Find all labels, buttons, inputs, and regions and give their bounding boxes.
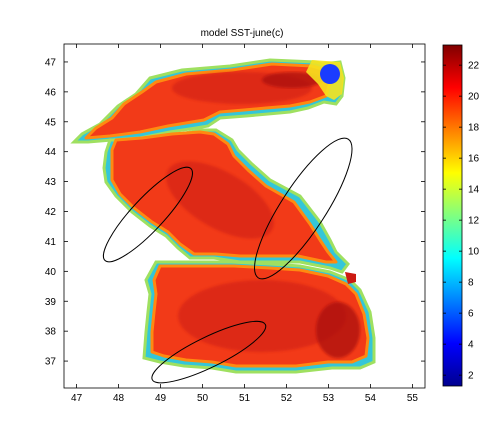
y-tick-label: 46 [45,87,57,98]
sea-surface-field [70,58,376,374]
y-tick-label: 41 [45,237,57,248]
kara-bogaz-inlet [345,272,356,284]
y-tick-label: 43 [45,177,57,188]
x-tick-label: 50 [197,393,209,404]
y-tick-label: 40 [45,267,57,278]
x-axis-ticks: 47 48 49 50 51 52 53 54 55 [71,44,418,404]
annotation-ellipses [102,137,353,384]
colorbar-tick-label: 6 [468,309,474,320]
x-tick-label: 52 [281,393,293,404]
colorbar-tick-label: 14 [468,185,480,196]
ellipse-east-coast [254,137,353,280]
colorbar-ticks: 2 4 6 8 10 12 14 16 18 20 22 [443,61,480,382]
colorbar [442,44,463,387]
colorbar-tick-label: 2 [468,371,474,382]
colorbar-tick-label: 16 [468,154,480,165]
colorbar-tick-label: 22 [468,61,480,72]
y-tick-label: 37 [45,357,57,368]
colorbar-tick-label: 10 [468,247,480,258]
colorbar-tick-label: 20 [468,92,480,103]
x-tick-label: 48 [113,393,125,404]
x-tick-label: 55 [407,393,419,404]
warm-patch-south [178,280,346,352]
hot-patch-southeast [316,302,360,358]
ellipse-west-coast [102,166,193,263]
y-tick-label: 45 [45,117,57,128]
colorbar-tick-label: 12 [468,216,480,227]
x-tick-label: 53 [323,393,335,404]
north-cold-core [320,64,340,84]
colorbar-tick-label: 4 [468,340,474,351]
y-tick-label: 42 [45,207,57,218]
y-tick-label: 47 [45,57,57,68]
y-axis-ticks: 37 38 39 40 41 42 43 44 45 46 47 [45,57,425,368]
y-tick-label: 38 [45,327,57,338]
y-tick-label: 44 [45,147,57,158]
warm-patch-middle [166,161,274,239]
x-tick-label: 49 [155,393,167,404]
colorbar-tick-label: 18 [468,123,480,134]
x-tick-label: 51 [239,393,251,404]
map-title: model SST-june(c) [201,28,284,39]
ellipse-south-coast [151,320,267,384]
x-tick-label: 47 [71,393,83,404]
x-tick-label: 54 [365,393,377,404]
colorbar-tick-label: 8 [468,278,474,289]
y-tick-label: 39 [45,297,57,308]
hot-patch-northeast [262,72,322,88]
